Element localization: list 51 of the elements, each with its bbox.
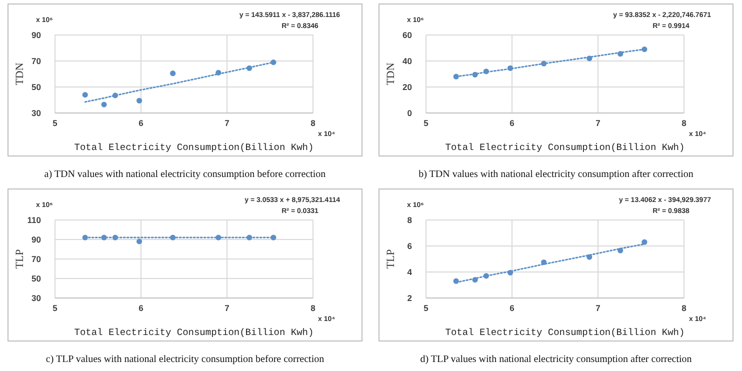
y-tick-label: 70: [32, 56, 42, 66]
x-tick-label: 6: [138, 303, 144, 313]
text: c) TLP values with national electricity consumption before correction: [46, 354, 324, 365]
y-axis-title: TLP: [14, 249, 26, 269]
x-tick-label: 5: [52, 303, 58, 313]
point: [642, 239, 648, 245]
x-tick-label: 6: [138, 118, 144, 128]
x-axis-title: Total Electricity Consumption(Billion Kwh): [74, 327, 314, 338]
y-tick-label: 110: [27, 214, 42, 225]
text: a) TDN values with national electricity consumption before correction: [44, 169, 326, 180]
y-tick-label: 30: [32, 292, 42, 303]
y-tick-label: 90: [32, 30, 42, 40]
x-tick-label: 6: [510, 118, 515, 128]
y-tick-label: 0: [407, 108, 412, 118]
y-tick-label: 4: [407, 266, 412, 277]
y-tick-label: 50: [32, 82, 42, 92]
y-axis-title: TDN: [14, 62, 26, 86]
x-tick-label: 5: [52, 118, 58, 128]
y-tick-label: 8: [407, 214, 412, 225]
y-axis-title: TDN: [385, 62, 397, 86]
x-tick-label: 7: [224, 303, 230, 313]
y-axis-title: TLP: [385, 249, 397, 269]
y-tick-label: 60: [402, 30, 412, 40]
y-tick-label: 6: [407, 240, 412, 251]
x-tick-label: 8: [682, 303, 687, 313]
point: [136, 98, 142, 104]
point: [101, 102, 107, 108]
y-tick-label: 40: [402, 56, 412, 66]
text: d) TLP values with national electricity consumption after correction: [420, 354, 692, 365]
x-tick-label: 5: [424, 118, 429, 128]
x-tick-label: 7: [596, 303, 601, 313]
point: [82, 92, 88, 98]
y-tick-label: 90: [32, 234, 42, 244]
x-tick-label: 8: [310, 303, 316, 313]
text: b) TDN values with national electricity consumption after correction: [418, 169, 694, 180]
y-tick-label: 2: [407, 292, 412, 303]
y-tick-label: 70: [32, 254, 42, 264]
x-tick-label: 5: [424, 303, 429, 313]
x-axis-title: Total Electricity Consumption(Billion Kwh): [445, 142, 685, 153]
point: [170, 70, 176, 76]
x-tick-label: 7: [596, 118, 601, 128]
x-axis-title: Total Electricity Consumption(Billion Kwh): [445, 327, 685, 338]
point: [270, 60, 276, 66]
x-tick-label: 7: [224, 118, 230, 128]
x-tick-label: 6: [510, 303, 515, 313]
x-axis-title: Total Electricity Consumption(Billion Kwh): [74, 142, 314, 153]
y-tick-label: 30: [32, 108, 42, 118]
y-tick-label: 50: [32, 273, 42, 284]
y-tick-label: 20: [402, 82, 412, 92]
x-tick-label: 8: [310, 118, 316, 128]
x-tick-label: 8: [682, 118, 687, 128]
